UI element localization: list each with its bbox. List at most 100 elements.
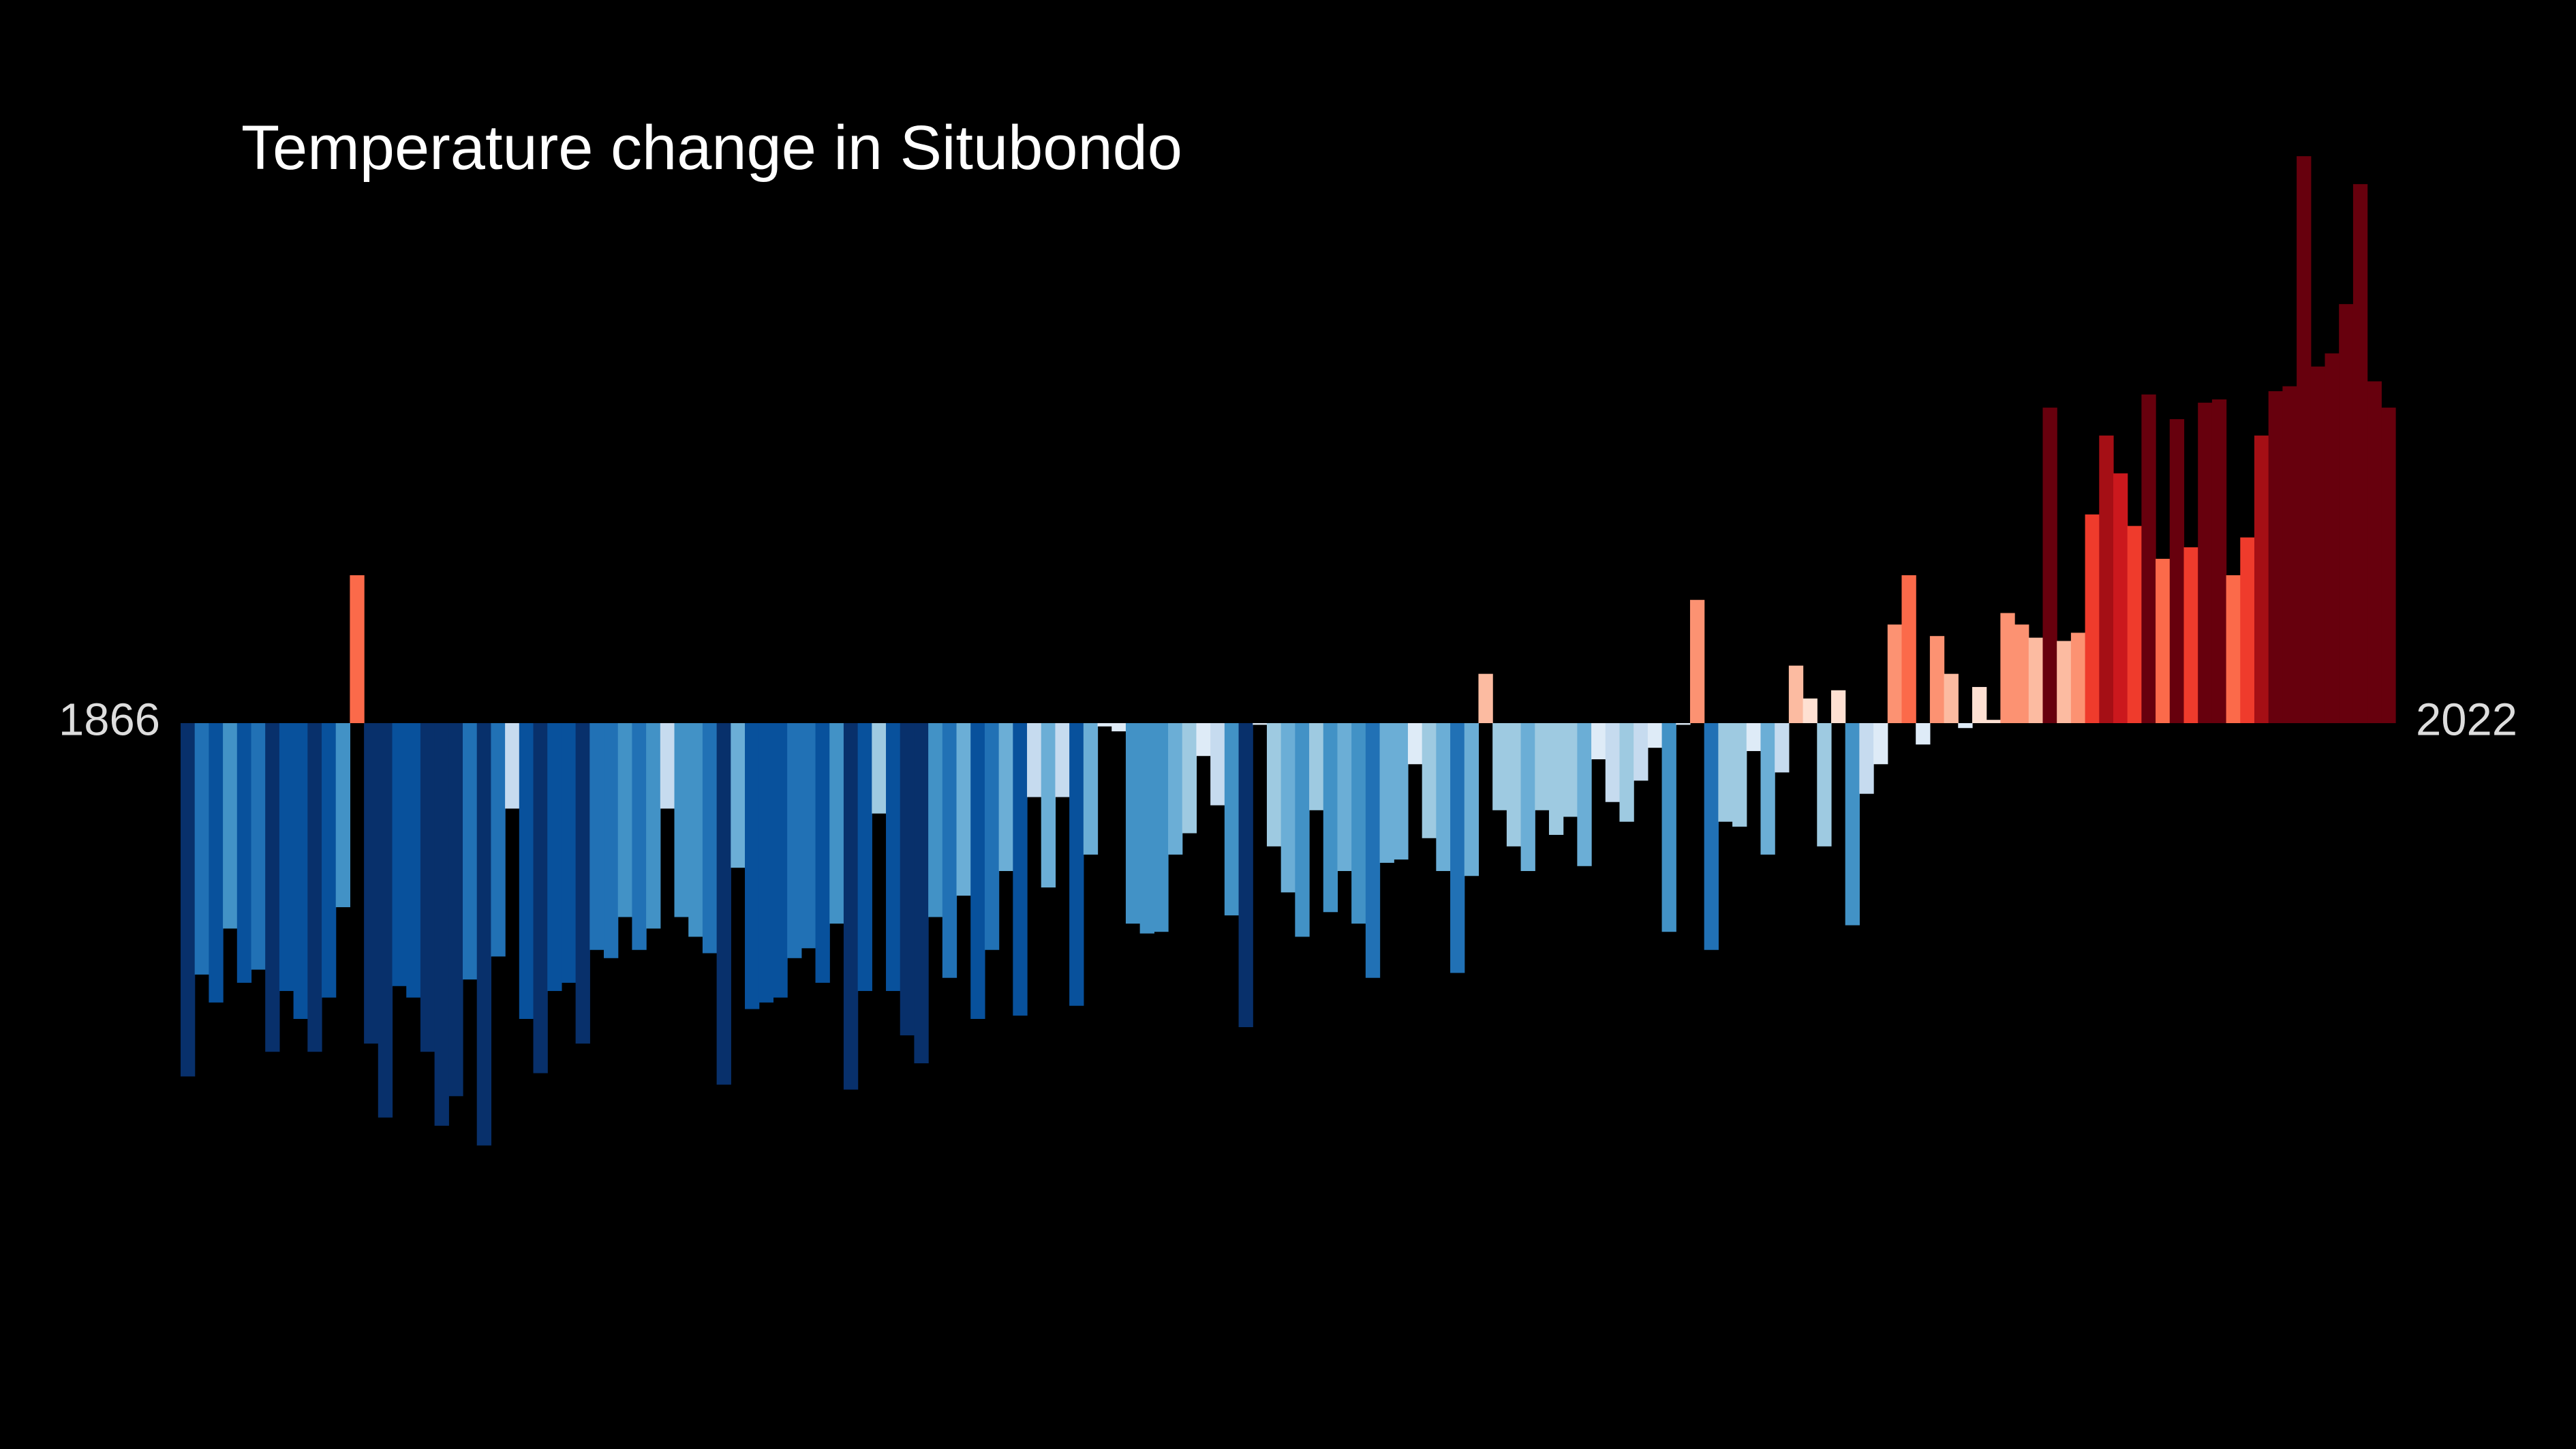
bar xyxy=(857,723,872,992)
bar xyxy=(1535,723,1550,810)
bar xyxy=(307,723,322,1052)
bar xyxy=(491,723,506,957)
bar xyxy=(2085,514,2100,723)
bar xyxy=(589,723,604,950)
bar xyxy=(2028,637,2044,723)
bar xyxy=(646,723,661,929)
bar xyxy=(1972,686,1987,723)
bar xyxy=(745,723,760,1009)
bar xyxy=(1351,723,1366,924)
bar xyxy=(279,723,294,992)
bar xyxy=(702,723,718,954)
bar xyxy=(1337,723,1352,871)
bar xyxy=(970,723,985,1019)
bar xyxy=(392,723,407,986)
bar xyxy=(322,723,337,998)
bar xyxy=(2014,624,2029,723)
bar xyxy=(998,723,1013,871)
bar xyxy=(1563,723,1578,817)
bar xyxy=(1788,665,1804,723)
bar xyxy=(265,723,280,1052)
bar xyxy=(1661,723,1676,932)
bar xyxy=(2310,366,2326,723)
bar xyxy=(1634,723,1649,781)
bar xyxy=(236,723,252,983)
bar xyxy=(1041,723,1056,888)
bar xyxy=(1732,723,1747,827)
bar xyxy=(1605,723,1621,802)
bar xyxy=(787,723,802,958)
bar xyxy=(773,723,788,998)
bar xyxy=(2042,408,2057,723)
bar xyxy=(843,723,859,1090)
bar xyxy=(1676,723,1691,725)
year-label: 2022 xyxy=(2416,695,2517,746)
year-label: 1866 xyxy=(59,695,160,746)
bar xyxy=(632,723,647,950)
bar xyxy=(1224,723,1240,916)
bar xyxy=(1394,723,1409,860)
bar xyxy=(1196,723,1211,757)
bar xyxy=(1295,723,1310,937)
bar xyxy=(378,723,393,1118)
bar xyxy=(1647,723,1663,748)
bar xyxy=(2352,184,2368,724)
bar xyxy=(1154,723,1169,932)
bar xyxy=(1069,723,1084,1006)
bar xyxy=(1450,723,1465,973)
chart-title: Temperature change in Situbondo xyxy=(241,113,1182,183)
bar xyxy=(1281,723,1295,893)
bar xyxy=(350,575,365,723)
bar xyxy=(1168,723,1183,855)
bar xyxy=(1506,723,1522,846)
bar xyxy=(1845,723,1860,926)
bar xyxy=(1407,723,1423,765)
bar xyxy=(1323,723,1338,913)
bar xyxy=(2183,547,2198,723)
bar xyxy=(2141,394,2156,723)
bar xyxy=(181,723,196,1077)
bar xyxy=(575,723,590,1044)
bar xyxy=(886,723,901,992)
bar xyxy=(1210,723,1225,806)
bar xyxy=(1859,723,1874,794)
bar xyxy=(1619,723,1634,822)
bar xyxy=(1929,636,1945,723)
bar xyxy=(1520,723,1535,871)
bar xyxy=(1422,723,1437,838)
bar xyxy=(1365,723,1381,978)
bar xyxy=(1746,723,1762,751)
bar xyxy=(2226,575,2241,723)
bar xyxy=(2381,408,2396,723)
bar xyxy=(956,723,971,896)
bar xyxy=(1548,723,1564,835)
bar xyxy=(1139,723,1154,934)
bar xyxy=(209,723,224,1003)
bar xyxy=(293,723,308,1019)
bar xyxy=(1436,723,1451,871)
bar xyxy=(2057,641,2072,723)
bar xyxy=(561,723,577,983)
bar xyxy=(1125,723,1141,924)
bar xyxy=(1097,723,1112,727)
bar xyxy=(448,723,463,1097)
bars xyxy=(181,156,2396,1146)
bar xyxy=(364,723,379,1044)
bar xyxy=(2113,473,2128,723)
bar xyxy=(1986,720,2001,723)
bar xyxy=(2240,537,2255,723)
bar xyxy=(1083,723,1099,855)
bar xyxy=(688,723,703,937)
bar xyxy=(1718,723,1733,822)
bar xyxy=(223,723,238,929)
bar xyxy=(1238,723,1253,1028)
bar xyxy=(1944,673,1959,723)
bar xyxy=(1492,723,1507,810)
bar xyxy=(942,723,957,978)
bar xyxy=(476,723,492,1146)
bar xyxy=(1704,723,1719,950)
bar xyxy=(928,723,943,917)
bar xyxy=(1901,575,1916,723)
bar xyxy=(984,723,1000,950)
bar xyxy=(2211,399,2227,723)
